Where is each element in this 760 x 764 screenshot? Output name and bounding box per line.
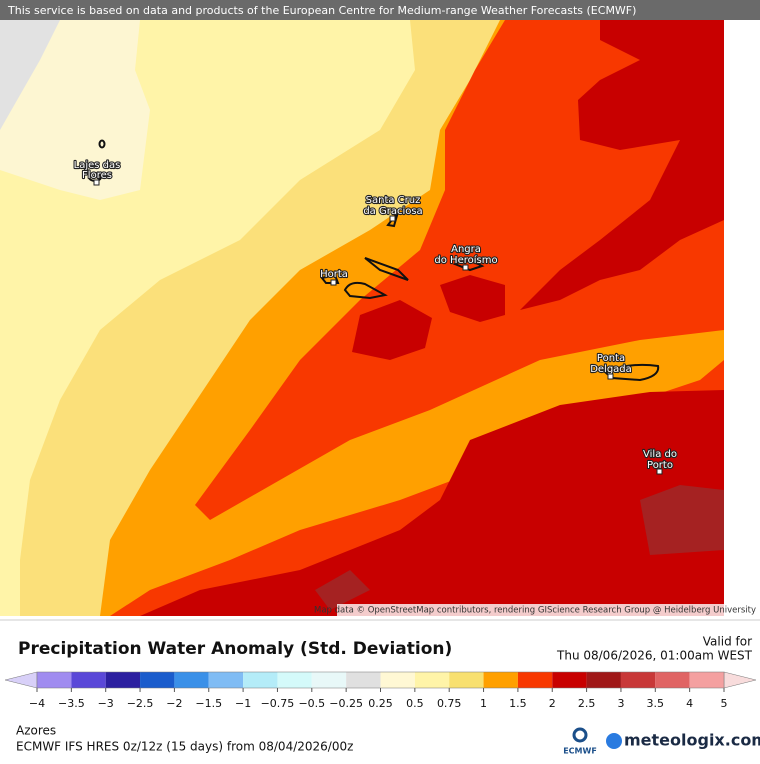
field-red-orange	[195, 20, 724, 520]
ecmwf-text: ECMWF	[563, 747, 597, 756]
tick-label: 1	[480, 697, 487, 710]
island	[343, 281, 388, 300]
tick-label: −3.5	[58, 697, 85, 710]
island	[364, 257, 409, 281]
color-box	[174, 672, 209, 688]
field-dark-red	[352, 300, 432, 360]
under-arrow	[4, 671, 38, 689]
color-box	[140, 672, 175, 688]
place-label: Vila do	[643, 449, 677, 460]
tick-label: 0.25	[368, 697, 393, 710]
tick-label: −0.5	[298, 697, 325, 710]
place-label: Ponta	[597, 353, 625, 364]
color-box	[208, 672, 244, 688]
place-marker	[330, 279, 337, 286]
field-dark-red	[440, 275, 505, 322]
attribution: Map data © OpenStreetMap contributors, r…	[314, 606, 756, 616]
color-box	[311, 672, 347, 688]
color-box	[655, 672, 690, 688]
place-label: do Heroísmo	[434, 254, 497, 266]
color-box	[483, 672, 518, 688]
land-gray	[0, 20, 60, 130]
tick-label: −3	[98, 697, 114, 710]
field-maroon	[315, 570, 370, 610]
field-dark-red	[520, 20, 724, 310]
color-box	[380, 672, 415, 688]
ecmwf-logo: ECMWF	[563, 727, 597, 756]
tick-label: −1	[235, 697, 251, 710]
tick-label: 3	[617, 697, 624, 710]
tick-label: 1.5	[509, 697, 527, 710]
color-box	[414, 672, 450, 688]
legend-title: Precipitation Water Anomaly (Std. Deviat…	[18, 639, 452, 659]
tick-label: −2	[166, 697, 182, 710]
place-label: Porto	[647, 460, 673, 471]
place-labels: Lajes das Flores Santa Cruz da Graciosa …	[73, 159, 678, 475]
place-marker	[607, 373, 614, 380]
island	[320, 273, 340, 284]
ecmwf-icon	[572, 727, 588, 743]
color-box	[517, 672, 553, 688]
color-box	[277, 672, 312, 688]
island	[98, 139, 106, 149]
tick-label: 0.5	[406, 697, 424, 710]
field-dark-red	[140, 390, 724, 616]
place-marker	[462, 264, 469, 271]
place-marker	[389, 215, 396, 222]
island	[452, 260, 485, 272]
attribution-background	[337, 604, 760, 616]
tick-label: 5	[721, 697, 728, 710]
place-label: da Graciosa	[363, 206, 422, 217]
place-label: Flores	[82, 170, 112, 181]
color-box	[346, 672, 381, 688]
tick-label: 3.5	[647, 697, 665, 710]
color-box	[37, 672, 72, 688]
place-label: Angra	[451, 244, 481, 255]
meteologix-icon	[606, 733, 622, 749]
region: Azores	[16, 724, 56, 738]
model-info: ECMWF IFS HRES 0z/12z (15 days) from 08/…	[16, 740, 353, 754]
color-box	[71, 672, 106, 688]
tick-label: −0.75	[261, 697, 295, 710]
tick-label: −0.25	[329, 697, 363, 710]
color-box	[449, 672, 484, 688]
color-box	[689, 672, 724, 688]
color-box	[552, 672, 587, 688]
banner-background	[0, 0, 760, 20]
tick-label: −4	[29, 697, 45, 710]
tick-label: 2	[549, 697, 556, 710]
tick-label: −1.5	[195, 697, 222, 710]
valid-time: Thu 08/06/2026, 01:00am WEST	[556, 649, 753, 663]
place-label: Delgada	[590, 364, 632, 375]
place-label: Lajes das	[74, 160, 121, 171]
banner-text: This service is based on data and produc…	[7, 4, 636, 17]
field-maroon	[640, 485, 724, 555]
tick-label: 4	[686, 697, 693, 710]
place-marker	[656, 468, 663, 475]
tick-label: 2.5	[578, 697, 596, 710]
tick-label: 0.75	[437, 697, 462, 710]
meteologix-logo[interactable]: meteologix.com	[606, 731, 760, 750]
island	[603, 363, 660, 382]
place-label: Santa Cruz	[366, 195, 421, 206]
map: This service is based on data and produc…	[0, 0, 760, 618]
color-box	[105, 672, 141, 688]
place-marker	[93, 179, 100, 186]
tick-label: −2.5	[127, 697, 154, 710]
field-cream	[0, 20, 150, 200]
colorbar: −4 −3.5 −3 −2.5 −2 −1.5 −1 −0.75 −0.5 −0.25 0.25 0.…	[4, 671, 757, 710]
place-label: Horta	[320, 269, 348, 280]
color-box	[620, 672, 656, 688]
valid-label: Valid for	[703, 635, 752, 649]
over-arrow	[723, 671, 757, 689]
meteologix-text: meteologix.com	[624, 731, 760, 750]
color-box	[243, 672, 278, 688]
color-box	[586, 672, 621, 688]
